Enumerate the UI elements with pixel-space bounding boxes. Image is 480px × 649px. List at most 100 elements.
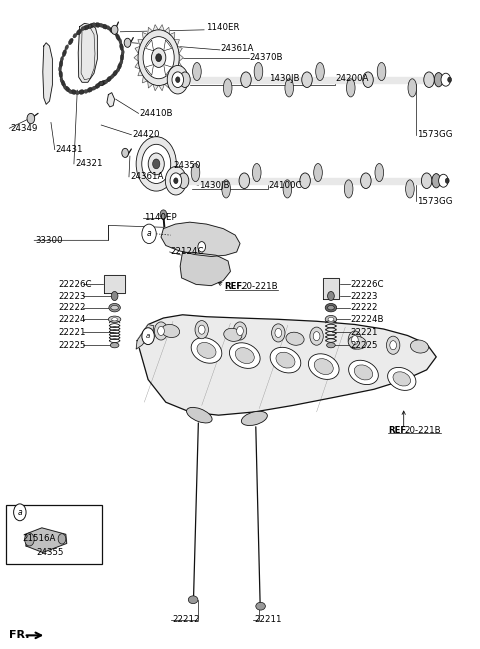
Ellipse shape	[104, 80, 108, 84]
Ellipse shape	[270, 347, 301, 373]
Text: 24431: 24431	[56, 145, 83, 154]
Ellipse shape	[68, 89, 72, 93]
Ellipse shape	[69, 38, 73, 45]
Polygon shape	[165, 81, 169, 88]
Text: 24321: 24321	[75, 160, 102, 168]
Polygon shape	[174, 40, 180, 46]
Ellipse shape	[354, 365, 372, 380]
Ellipse shape	[99, 82, 103, 86]
Ellipse shape	[191, 337, 222, 363]
Ellipse shape	[348, 360, 378, 385]
Polygon shape	[170, 76, 175, 83]
Ellipse shape	[59, 60, 63, 67]
Ellipse shape	[240, 72, 251, 88]
Circle shape	[136, 137, 176, 191]
Polygon shape	[165, 27, 169, 34]
Ellipse shape	[120, 53, 124, 61]
Circle shape	[198, 241, 205, 252]
Circle shape	[448, 77, 452, 82]
Ellipse shape	[178, 173, 189, 188]
Ellipse shape	[192, 62, 201, 80]
Polygon shape	[43, 43, 52, 104]
Ellipse shape	[59, 70, 62, 78]
Polygon shape	[148, 27, 153, 34]
Text: 22225: 22225	[58, 341, 85, 350]
Polygon shape	[153, 25, 158, 31]
Text: 21516A: 21516A	[22, 533, 56, 543]
Text: REF.: REF.	[388, 426, 408, 435]
Ellipse shape	[347, 79, 355, 97]
Ellipse shape	[75, 91, 79, 95]
Ellipse shape	[119, 39, 122, 44]
Polygon shape	[153, 84, 158, 91]
Polygon shape	[134, 54, 138, 61]
Circle shape	[155, 322, 168, 340]
Circle shape	[272, 324, 285, 342]
Polygon shape	[143, 32, 147, 39]
Ellipse shape	[283, 180, 292, 198]
Ellipse shape	[63, 84, 67, 90]
Circle shape	[386, 336, 400, 354]
Circle shape	[111, 25, 118, 34]
Polygon shape	[138, 40, 143, 46]
Polygon shape	[164, 64, 172, 75]
Text: a: a	[146, 333, 150, 339]
Polygon shape	[159, 84, 164, 91]
Circle shape	[233, 322, 247, 340]
Text: 24420: 24420	[132, 130, 160, 140]
Circle shape	[143, 36, 174, 79]
Circle shape	[122, 149, 129, 158]
Circle shape	[142, 144, 171, 184]
Polygon shape	[137, 315, 436, 415]
Circle shape	[172, 72, 183, 88]
Ellipse shape	[109, 304, 120, 312]
Text: 22226C: 22226C	[350, 280, 384, 289]
Ellipse shape	[87, 25, 91, 29]
Ellipse shape	[112, 318, 118, 321]
Circle shape	[142, 224, 156, 243]
Polygon shape	[135, 47, 140, 53]
Ellipse shape	[241, 411, 267, 426]
Polygon shape	[170, 32, 175, 39]
Ellipse shape	[432, 173, 441, 188]
Polygon shape	[164, 40, 172, 51]
Ellipse shape	[316, 62, 324, 80]
Ellipse shape	[101, 80, 107, 85]
Text: 24355: 24355	[36, 548, 64, 557]
Text: 20-221B: 20-221B	[405, 426, 441, 435]
Ellipse shape	[120, 60, 123, 65]
Circle shape	[390, 341, 396, 350]
Ellipse shape	[81, 27, 85, 31]
Circle shape	[310, 327, 323, 345]
Ellipse shape	[162, 324, 180, 337]
Polygon shape	[143, 76, 147, 83]
Ellipse shape	[107, 26, 110, 30]
Text: 24410B: 24410B	[140, 109, 173, 118]
Polygon shape	[159, 25, 164, 31]
Ellipse shape	[252, 164, 261, 182]
Text: 22222: 22222	[58, 303, 85, 312]
Circle shape	[24, 533, 34, 546]
Ellipse shape	[235, 348, 254, 363]
Ellipse shape	[393, 372, 410, 386]
Ellipse shape	[89, 23, 95, 28]
Ellipse shape	[406, 180, 414, 198]
Ellipse shape	[285, 79, 294, 97]
Ellipse shape	[191, 164, 200, 182]
Ellipse shape	[309, 354, 339, 380]
Ellipse shape	[375, 164, 384, 182]
Ellipse shape	[300, 173, 311, 188]
Text: 20-221B: 20-221B	[241, 282, 277, 291]
Ellipse shape	[325, 304, 336, 312]
Ellipse shape	[325, 315, 336, 323]
Polygon shape	[104, 275, 125, 293]
Text: 22223: 22223	[58, 291, 85, 300]
Ellipse shape	[116, 34, 120, 41]
Ellipse shape	[79, 90, 84, 94]
Text: 22221: 22221	[350, 328, 378, 337]
Polygon shape	[148, 81, 153, 88]
Ellipse shape	[95, 23, 100, 27]
Ellipse shape	[344, 180, 353, 198]
Text: 1140ER: 1140ER	[206, 23, 240, 32]
Ellipse shape	[110, 74, 114, 79]
